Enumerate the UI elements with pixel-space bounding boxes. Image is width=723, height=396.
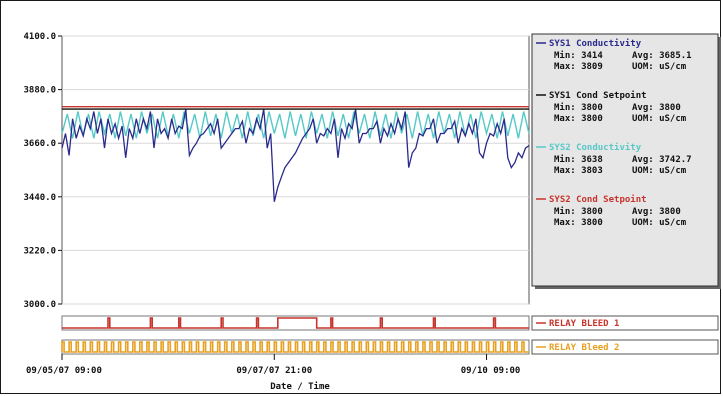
relay-label-2: RELAY Bleed 2: [549, 343, 619, 353]
legend-stat: Max: 3800: [554, 114, 603, 124]
legend-stat: Max: 3800: [554, 218, 603, 228]
grid: [61, 35, 530, 305]
legend-stat: Max: 3809: [554, 62, 603, 72]
legend-stat: Min: 3638: [554, 154, 603, 165]
legend-series-name: SYS2 Conductivity: [549, 142, 642, 153]
plot-area: [61, 35, 530, 305]
legend-stat: Avg: 3685.1: [632, 51, 692, 61]
legend-stat: Min: 3414: [554, 50, 603, 61]
legend-stat: Min: 3800: [554, 206, 603, 217]
relay-trace-2: [61, 341, 529, 353]
relay-label-box-2: [531, 339, 719, 355]
x-tick-label: 09/07/07 21:00: [236, 366, 312, 376]
legend-stat: Avg: 3800: [632, 207, 681, 217]
relay-layer: RELAY BLEED 1 RELAY Bleed 2: [61, 315, 719, 355]
y-tick-label: 4100.0: [23, 32, 56, 42]
x-tick-label: 09/10 09:00: [461, 366, 521, 376]
y-axis: 4100.0 3880.0 3660.0 3440.0 3220.0 3000.0: [23, 32, 62, 310]
y-tick-label: 3880.0: [23, 86, 56, 96]
relay-label-1: RELAY BLEED 1: [549, 319, 619, 329]
x-axis-label: Date / Time: [270, 381, 330, 392]
legend-stat: UOM: uS/cm: [632, 166, 687, 176]
legend-stat: Avg: 3800: [632, 103, 681, 113]
y-tick-label: 3220.0: [23, 246, 56, 256]
legend-stat: UOM: uS/cm: [632, 62, 687, 72]
relay-label-box-1: [531, 315, 719, 331]
legend-series-name: SYS1 Conductivity: [549, 38, 642, 49]
series-line-1: [61, 108, 530, 202]
series-line-3: [61, 111, 530, 139]
y-tick-label: 3660.0: [23, 139, 56, 149]
legend-stat: Avg: 3742.7: [632, 155, 692, 165]
y-tick-label: 3000.0: [23, 300, 56, 310]
legend-stat: UOM: uS/cm: [632, 218, 687, 228]
legend-box: [531, 33, 719, 287]
legend-stat: Min: 3800: [554, 102, 603, 113]
legend-stat: Max: 3803: [554, 166, 603, 176]
x-tick-label: 09/05/07 09:00: [26, 366, 102, 376]
y-tick-label: 3440.0: [23, 193, 56, 203]
legend-series-name: SYS2 Cond Setpoint: [549, 194, 647, 205]
legend-series-name: SYS1 Cond Setpoint: [549, 90, 647, 101]
series-layer: [61, 105, 530, 202]
relay-trace-1: [62, 317, 529, 329]
x-axis: 09/05/07 09:00 09/07/07 21:00 09/10 09:00: [26, 354, 520, 376]
legend-stat: UOM: uS/cm: [632, 114, 687, 124]
